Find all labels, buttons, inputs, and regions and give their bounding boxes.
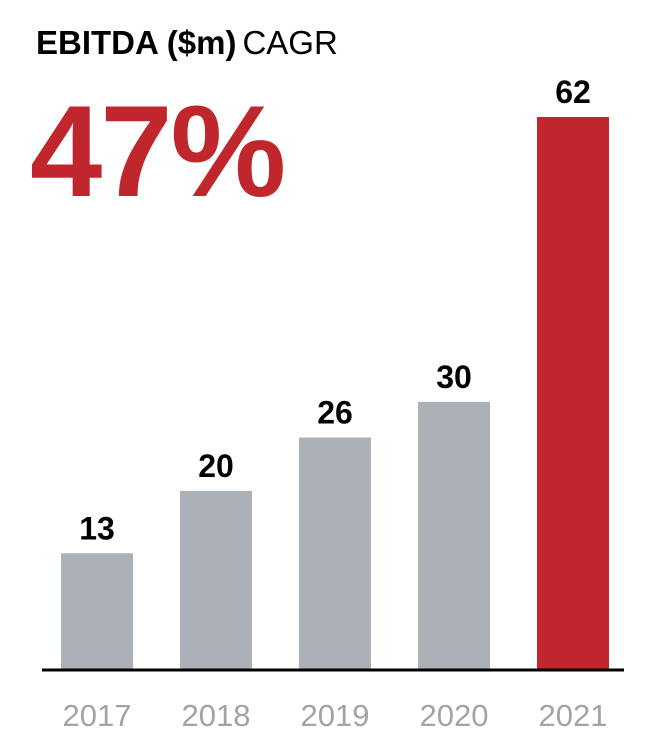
bar-2019 — [299, 437, 371, 669]
chart-title-row: EBITDA ($m) CAGR — [36, 26, 338, 59]
data-label-2020: 30 — [436, 359, 472, 395]
data-label-2017: 13 — [79, 510, 115, 546]
x-tick-label-2020: 2020 — [420, 698, 489, 733]
cagr-value: 47% — [30, 78, 286, 224]
x-tick-label-2019: 2019 — [301, 698, 370, 733]
x-tick-label-2017: 2017 — [63, 698, 132, 733]
chart-title: EBITDA ($m) — [36, 24, 237, 61]
data-label-2018: 20 — [198, 448, 234, 484]
x-tick-label-2018: 2018 — [182, 698, 251, 733]
x-tick-label-2021: 2021 — [539, 698, 608, 733]
bar-2021 — [537, 117, 609, 669]
bar-2017 — [61, 553, 133, 669]
chart-subtitle: CAGR — [242, 24, 338, 61]
data-label-2019: 26 — [317, 395, 353, 431]
data-label-2021: 62 — [555, 74, 591, 110]
bar-2020 — [418, 401, 490, 669]
bar-2018 — [180, 490, 252, 669]
